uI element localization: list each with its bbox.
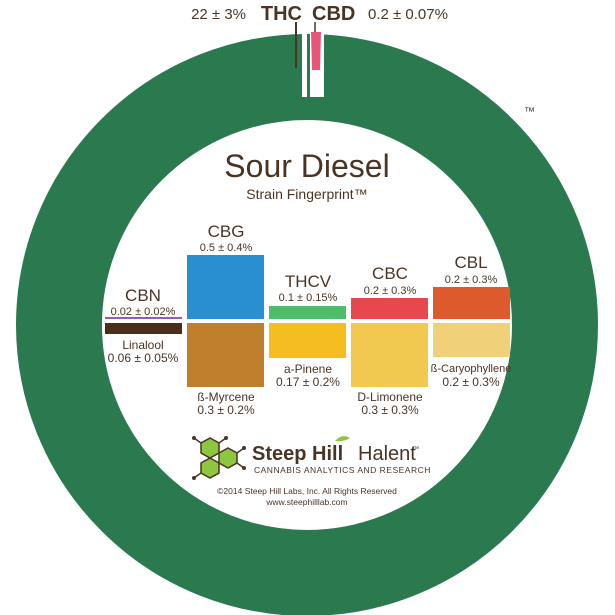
- cannabinoid-label: CBN: [125, 286, 161, 305]
- pinene-bar: [269, 323, 346, 358]
- thcv-bar: [269, 306, 346, 319]
- cbg-bar: [187, 255, 264, 319]
- strain-name: Sour Diesel: [224, 148, 389, 184]
- cbd-label: CBD: [312, 3, 355, 25]
- terpene-value: 0.2 ± 0.3%: [442, 375, 500, 389]
- cannabinoid-value: 0.2 ± 0.3%: [445, 274, 498, 286]
- cannabinoid-value: 0.1 ± 0.15%: [279, 292, 338, 304]
- terpene-label: ß-Myrcene: [197, 390, 255, 404]
- trademark-mark: ™: [524, 106, 535, 118]
- linalool-bar: [105, 323, 182, 334]
- cannabinoid-value: 0.2 ± 0.3%: [364, 285, 417, 297]
- logo-name-light: Halent: [358, 443, 416, 465]
- cannabinoid-value: 0.02 ± 0.02%: [111, 306, 176, 318]
- myrcene-bar: [187, 323, 264, 387]
- limonene-bar: [351, 323, 428, 387]
- strain-subtitle: Strain Fingerprint™: [246, 186, 367, 202]
- terpene-label: a-Pinene: [284, 362, 332, 376]
- cannabinoid-label: CBG: [208, 222, 245, 241]
- caryophyllene-bar: [433, 323, 510, 357]
- thc-value: 22 ± 3%: [191, 6, 246, 23]
- cbd-slice: [311, 32, 321, 70]
- terpene-label: D-Limonene: [357, 390, 423, 404]
- cannabinoid-label: THCV: [285, 272, 332, 291]
- thc-label: THC: [261, 3, 302, 25]
- cannabinoid-label: CBL: [454, 253, 487, 272]
- terpene-value: 0.17 ± 0.2%: [276, 375, 340, 389]
- hexagon-molecule-logo-icon: [192, 436, 246, 480]
- logo-trademark: ™: [412, 446, 419, 453]
- logo-name-bold: Steep Hill: [252, 443, 343, 465]
- terpene-label: Linalool: [122, 338, 163, 352]
- cannabinoid-value: 0.5 ± 0.4%: [200, 242, 253, 254]
- copyright: ©2014 Steep Hill Labs, Inc. All Rights R…: [217, 486, 397, 496]
- cbl-bar: [433, 287, 510, 319]
- cannabinoid-label: CBC: [372, 264, 408, 283]
- logo-tagline: CANNABIS ANALYTICS AND RESEARCH: [254, 465, 431, 475]
- cbc-bar: [351, 298, 428, 319]
- terpene-value: 0.3 ± 0.2%: [197, 403, 255, 417]
- terpene-value: 0.06 ± 0.05%: [108, 351, 179, 365]
- terpene-value: 0.3 ± 0.3%: [361, 403, 419, 417]
- cbd-value: 0.2 ± 0.07%: [368, 6, 448, 23]
- ring-gap: [302, 25, 307, 97]
- hill-leaf-icon: [335, 436, 350, 442]
- cbn-bar: [105, 317, 182, 319]
- terpene-label: ß-Caryophyllene: [431, 363, 512, 375]
- website: www.steephilllab.com: [265, 497, 347, 507]
